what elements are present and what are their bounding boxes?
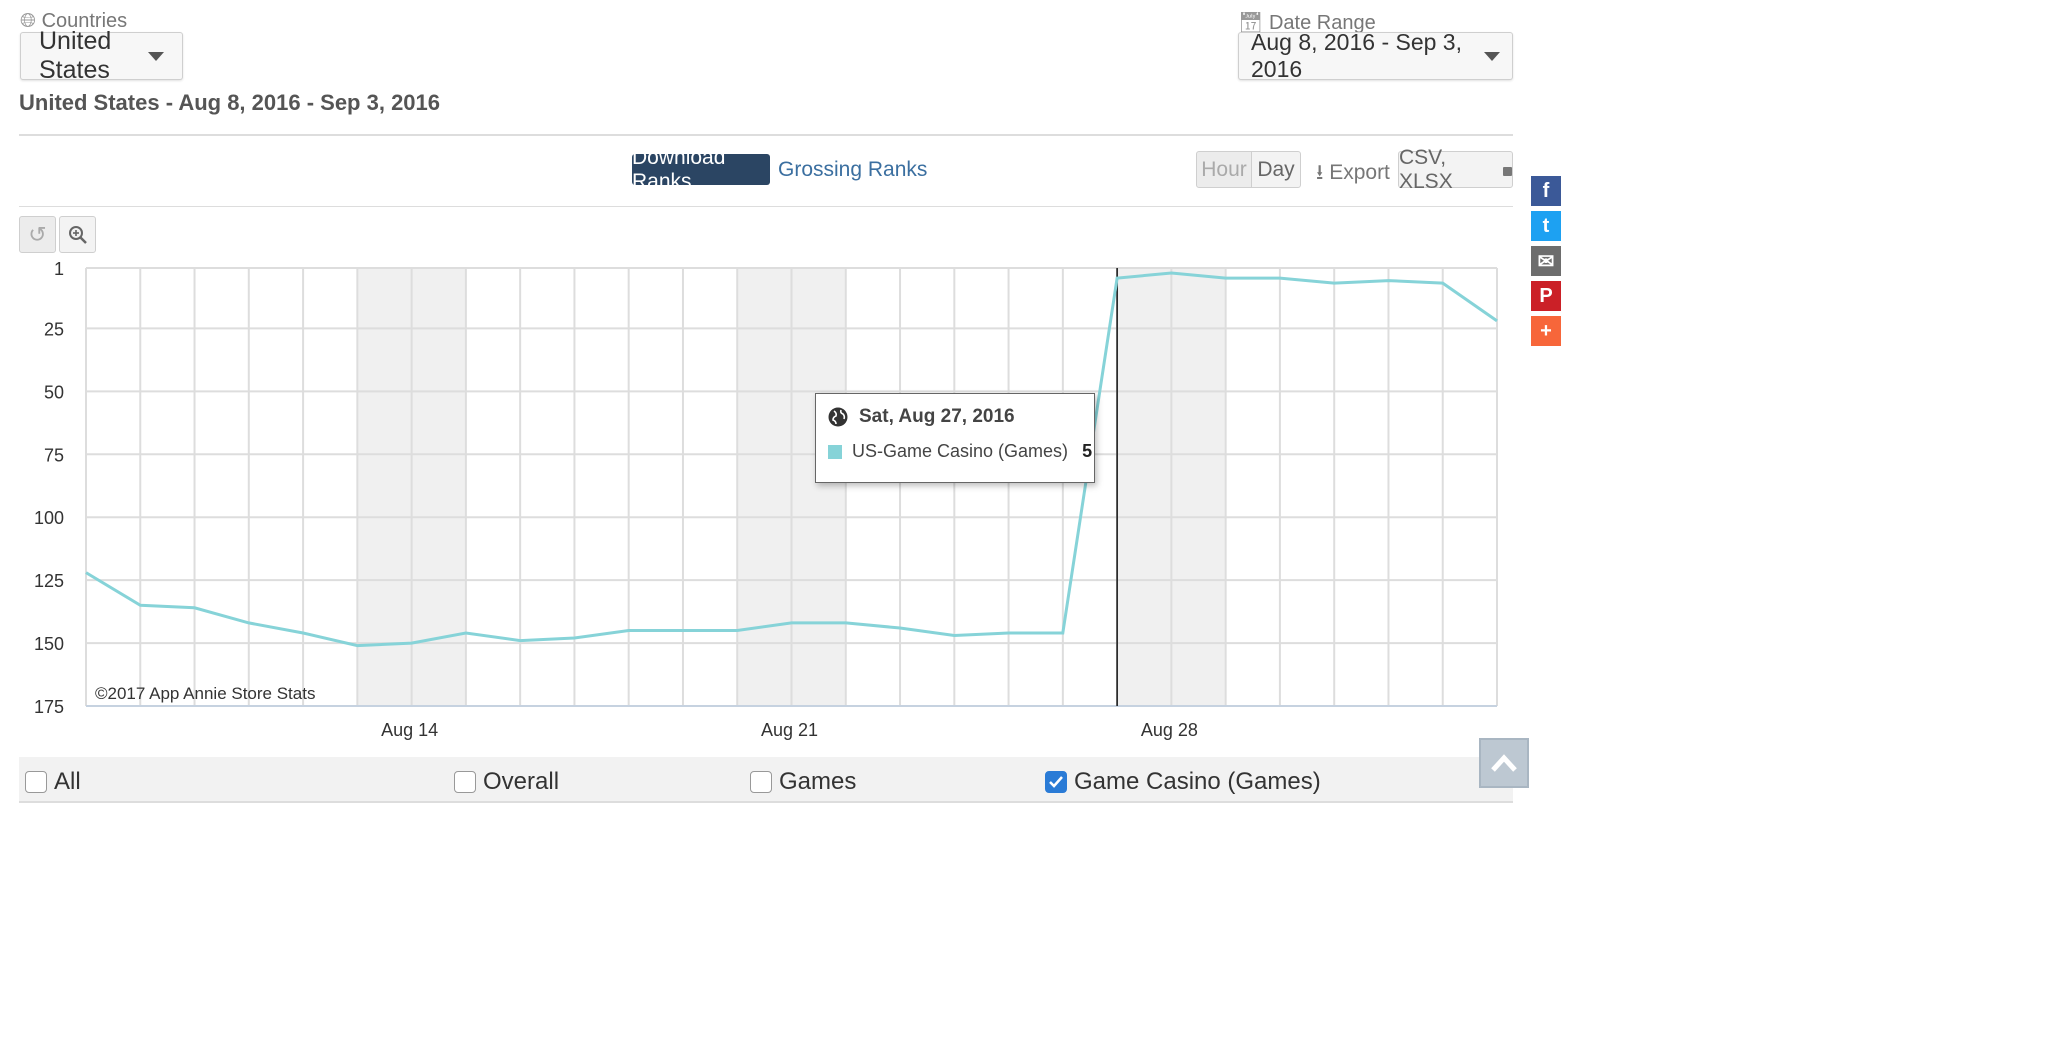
tooltip-date: Sat, Aug 27, 2016 xyxy=(859,406,1015,427)
page-subtitle: United States - Aug 8, 2016 - Sep 3, 201… xyxy=(19,90,441,115)
x-tick-label: Aug 14 xyxy=(381,720,438,740)
calendar-icon: 📅︎ xyxy=(1238,12,1264,34)
tab-grossing-ranks[interactable]: Grossing Ranks xyxy=(778,158,928,181)
tooltip-value: 5 xyxy=(1082,441,1093,461)
y-tick-label: 150 xyxy=(34,634,64,654)
zoom-in-icon xyxy=(68,225,87,244)
y-tick-label: 100 xyxy=(34,508,64,528)
scroll-to-top-button[interactable] xyxy=(1479,738,1529,788)
x-tick-label: Aug 28 xyxy=(1141,720,1198,740)
date-range-label-row: 📅︎ Date Range xyxy=(1238,10,1376,35)
globe-icon: 🌐︎ xyxy=(20,10,36,32)
legend-casino-label: Game Casino (Games) xyxy=(1074,768,1321,795)
more-share-icon[interactable]: + xyxy=(1531,316,1561,346)
chevron-down-icon xyxy=(148,51,164,61)
checkmark-icon xyxy=(1049,776,1063,788)
series-line xyxy=(85,271,1498,648)
facebook-icon[interactable]: f xyxy=(1531,176,1561,206)
email-icon[interactable]: ✉ xyxy=(1531,246,1561,276)
checkbox-all[interactable] xyxy=(25,771,47,793)
tooltip-row: US-Game Casino (Games) 5 xyxy=(828,441,1092,462)
legend-overall-label: Overall xyxy=(483,768,560,795)
tab-download-ranks[interactable]: Download Ranks xyxy=(632,146,770,193)
twitter-icon[interactable]: t xyxy=(1531,211,1561,241)
y-tick-label: 25 xyxy=(44,319,64,339)
y-tick-label: 50 xyxy=(44,382,64,402)
chevron-up-icon xyxy=(1491,754,1517,772)
countries-label: Countries xyxy=(41,10,128,32)
divider xyxy=(19,206,1513,207)
chevron-down-icon xyxy=(1484,51,1500,61)
series-swatch xyxy=(828,444,842,459)
date-range-select[interactable]: Aug 8, 2016 - Sep 3, 2016 xyxy=(1238,29,1513,82)
legend-casino[interactable]: Game Casino (Games) xyxy=(1045,768,1321,796)
checkbox-games[interactable] xyxy=(750,771,772,793)
legend-all[interactable]: All xyxy=(25,768,81,796)
legend-games-label: Games xyxy=(779,768,857,795)
reset-zoom-button[interactable]: ↺ xyxy=(19,216,56,253)
chart-tooltip: Sat, Aug 27, 2016 US-Game Casino (Games)… xyxy=(815,393,1095,483)
export-formats: CSV, XLSX xyxy=(1399,145,1453,193)
country-select[interactable]: United States xyxy=(20,27,183,84)
hour-toggle[interactable]: Hour xyxy=(1196,151,1252,188)
share-bar: f t ✉ P + xyxy=(1531,176,1561,346)
y-tick-label: 1 xyxy=(54,259,64,279)
day-toggle[interactable]: Day xyxy=(1251,151,1301,188)
divider xyxy=(19,134,1513,136)
undo-icon: ↺ xyxy=(28,221,47,247)
legend-overall[interactable]: Overall xyxy=(454,768,559,796)
export-label: Export xyxy=(1329,161,1390,184)
y-tick-label: 75 xyxy=(44,445,64,465)
country-select-value: United States xyxy=(39,27,112,84)
zoom-button[interactable] xyxy=(59,216,96,253)
export-button[interactable]: ⭳ Export xyxy=(1316,158,1390,193)
tooltip-series: US-Game Casino (Games) xyxy=(852,441,1069,461)
x-tick-label: Aug 21 xyxy=(761,720,818,740)
date-range-label: Date Range xyxy=(1268,12,1376,34)
y-tick-label: 175 xyxy=(34,697,64,717)
legend-all-label: All xyxy=(54,768,81,795)
lock-icon xyxy=(1502,167,1512,176)
date-range-value: Aug 8, 2016 - Sep 3, 2016 xyxy=(1251,29,1462,82)
download-icon: ⭳ xyxy=(1316,161,1324,184)
countries-label-row: 🌐︎ Countries xyxy=(20,10,127,33)
checkbox-casino[interactable] xyxy=(1045,771,1067,793)
chart-watermark: ©2017 App Annie Store Stats xyxy=(95,684,316,703)
divider xyxy=(19,801,1513,803)
y-tick-label: 125 xyxy=(34,571,64,591)
pinterest-icon[interactable]: P xyxy=(1531,281,1561,311)
globe-icon xyxy=(828,407,848,427)
export-format-button[interactable]: CSV, XLSX xyxy=(1398,146,1513,193)
legend-games[interactable]: Games xyxy=(750,768,856,796)
tooltip-header: Sat, Aug 27, 2016 xyxy=(828,406,1015,428)
checkbox-overall[interactable] xyxy=(454,771,476,793)
